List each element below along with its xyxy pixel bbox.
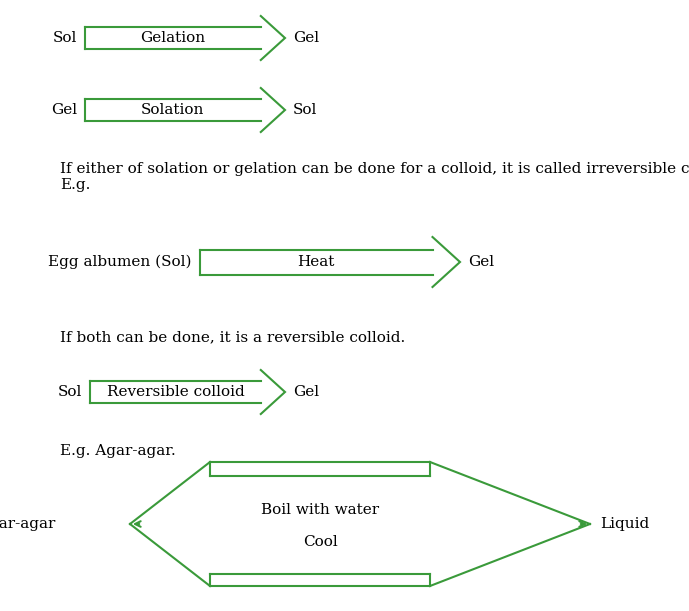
Text: Cool: Cool	[302, 535, 338, 549]
Text: Gelation: Gelation	[141, 31, 205, 45]
Text: Gel: Gel	[468, 255, 494, 269]
Text: If either of solation or gelation can be done for a colloid, it is called irreve: If either of solation or gelation can be…	[60, 162, 689, 192]
Text: Heat: Heat	[298, 255, 335, 269]
Text: E.g. Agar-agar.: E.g. Agar-agar.	[60, 444, 176, 458]
Text: Gel: Gel	[51, 103, 77, 117]
Text: If both can be done, it is a reversible colloid.: If both can be done, it is a reversible …	[60, 330, 405, 344]
Text: Reversible colloid: Reversible colloid	[107, 385, 245, 399]
Text: Sol: Sol	[52, 31, 77, 45]
Text: Agar-agar: Agar-agar	[0, 517, 55, 531]
Text: Sol: Sol	[293, 103, 318, 117]
Text: Gel: Gel	[293, 385, 319, 399]
Text: Gel: Gel	[293, 31, 319, 45]
Text: Solation: Solation	[141, 103, 205, 117]
Text: Egg albumen (Sol): Egg albumen (Sol)	[48, 255, 192, 269]
Text: Liquid: Liquid	[600, 517, 649, 531]
Text: Boil with water: Boil with water	[261, 503, 379, 517]
Text: Sol: Sol	[58, 385, 82, 399]
